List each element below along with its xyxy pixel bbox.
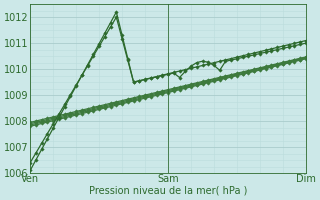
X-axis label: Pression niveau de la mer( hPa ): Pression niveau de la mer( hPa )	[89, 186, 247, 196]
